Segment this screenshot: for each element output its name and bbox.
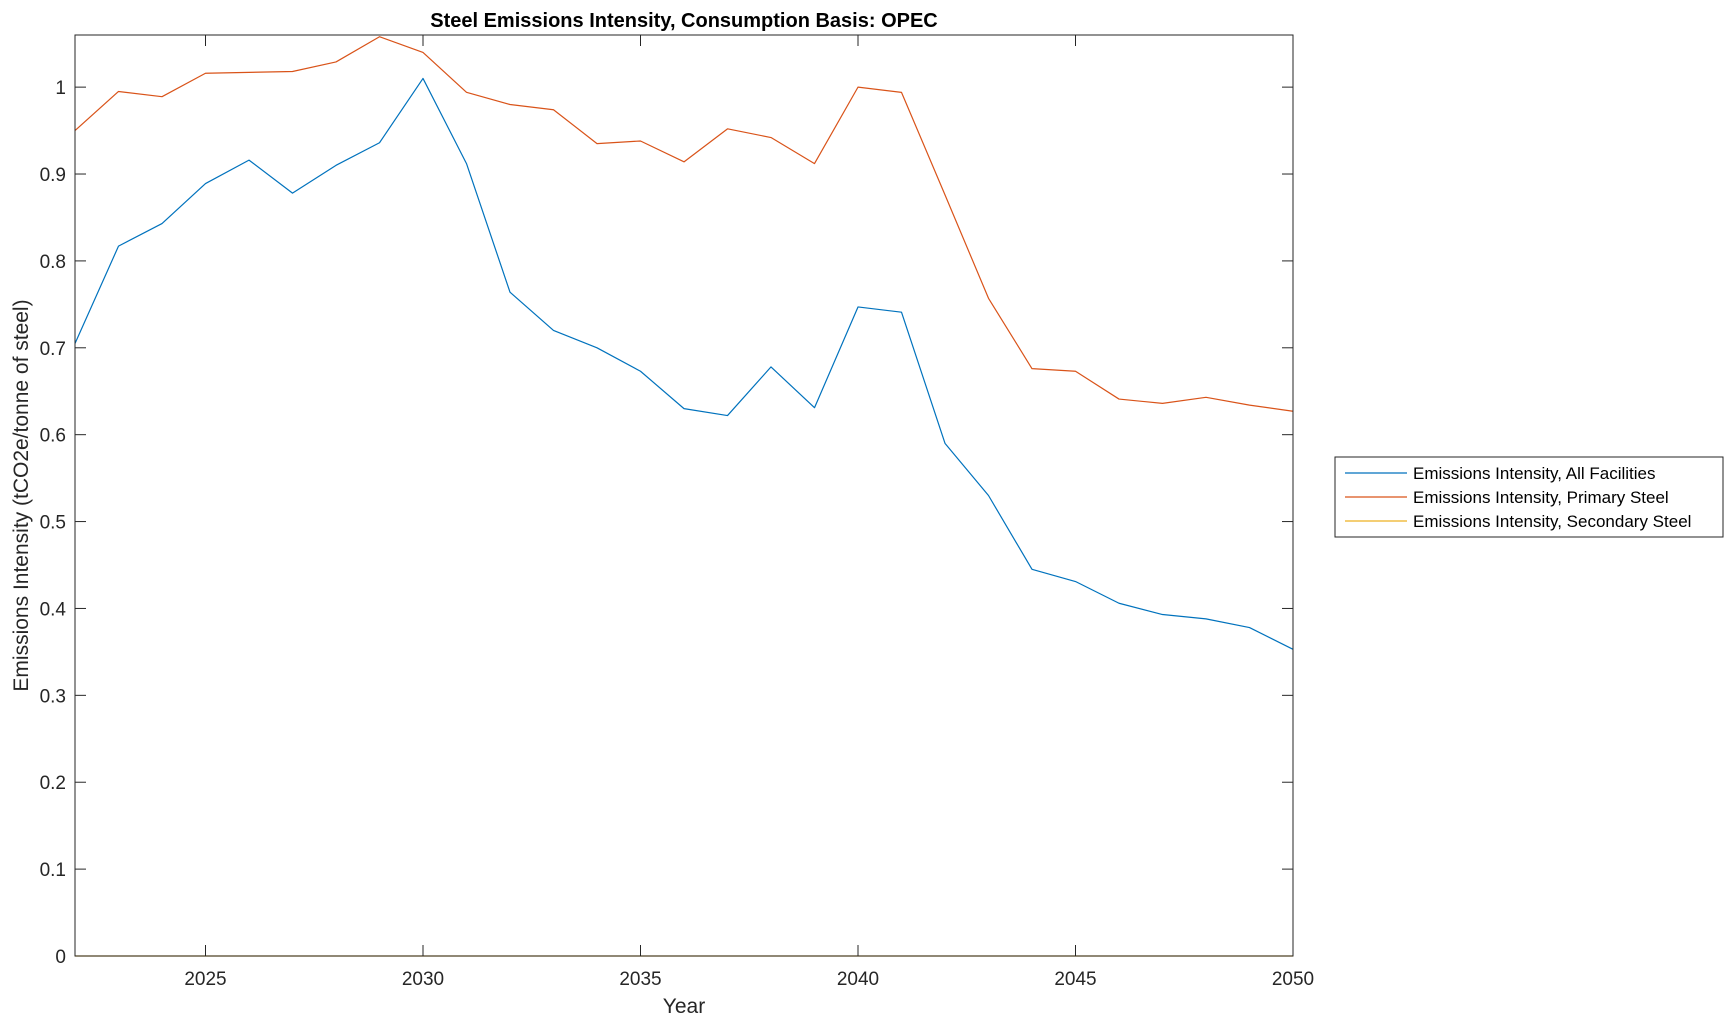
x-tick-label: 2045 (1054, 969, 1096, 990)
legend-label-2: Emissions Intensity, Primary Steel (1413, 488, 1669, 507)
y-tick-label: 0.8 (40, 252, 66, 273)
x-tick-label: 2030 (402, 969, 444, 990)
legend-label-1: Emissions Intensity, All Facilities (1413, 464, 1655, 483)
legend-box (1334, 456, 1724, 538)
legend-label-3: Emissions Intensity, Secondary Steel (1413, 512, 1691, 531)
y-tick-label: 0.7 (40, 339, 66, 360)
plot-area (75, 35, 1293, 956)
y-tick-label: 0.2 (40, 773, 66, 794)
y-tick-label: 0.6 (40, 426, 66, 447)
axes-box (74, 34, 1294, 957)
x-tick-label: 2040 (837, 969, 879, 990)
x-tick-label: 2050 (1272, 969, 1314, 990)
y-tick-label: 0.1 (40, 860, 66, 881)
x-tick-label: 2025 (184, 969, 226, 990)
series-line-2 (74, 36, 1294, 412)
y-axis-ticks: 0 0.1 0.2 0.3 0.4 0.5 0.6 0.7 0.8 0.9 1 (40, 78, 1293, 968)
y-tick-label: 1 (55, 78, 66, 99)
y-tick-label: 0 (55, 947, 66, 968)
series-line-1 (74, 77, 1294, 650)
y-axis-title: Emissions Intensity (tCO2e/tonne of stee… (10, 299, 33, 691)
y-tick-label: 0.9 (40, 165, 66, 186)
y-tick-label: 0.4 (40, 599, 67, 620)
chart-title: Steel Emissions Intensity, Consumption B… (430, 10, 938, 32)
x-axis-ticks: 2025 2030 2035 2040 2045 2050 (184, 35, 1314, 990)
x-axis-title: Year (663, 995, 705, 1018)
y-tick-label: 0.5 (40, 513, 66, 534)
y-tick-label: 0.3 (40, 686, 66, 707)
x-tick-label: 2035 (619, 969, 661, 990)
legend: Emissions Intensity, All Facilities Emiss… (1334, 456, 1724, 538)
